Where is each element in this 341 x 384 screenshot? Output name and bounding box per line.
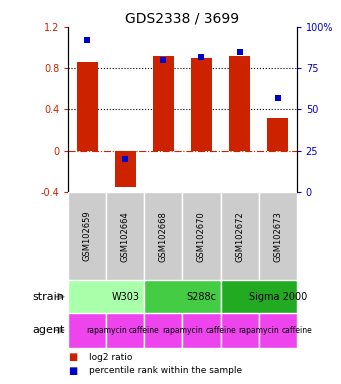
Title: GDS2338 / 3699: GDS2338 / 3699 — [125, 12, 239, 26]
Bar — [77, 63, 98, 151]
Text: GSM102670: GSM102670 — [197, 211, 206, 262]
Text: rapamycin: rapamycin — [162, 326, 203, 335]
Text: GSM102664: GSM102664 — [121, 211, 130, 262]
Text: strain: strain — [33, 291, 65, 302]
Text: ■: ■ — [68, 352, 77, 362]
Bar — [191, 58, 212, 151]
Bar — [258, 192, 297, 280]
Text: percentile rank within the sample: percentile rank within the sample — [89, 366, 242, 375]
Text: GSM102659: GSM102659 — [83, 211, 92, 262]
Bar — [144, 192, 182, 280]
Bar — [229, 56, 250, 151]
Bar — [144, 280, 221, 313]
Text: caffeine: caffeine — [205, 326, 236, 335]
Bar — [221, 192, 258, 280]
Text: rapamycin: rapamycin — [86, 326, 127, 335]
Bar — [144, 313, 182, 348]
Bar — [115, 151, 136, 187]
Bar — [182, 313, 221, 348]
Text: agent: agent — [32, 325, 65, 335]
Text: Sigma 2000: Sigma 2000 — [249, 291, 307, 302]
Bar — [221, 313, 258, 348]
Bar — [106, 192, 144, 280]
Bar — [267, 118, 288, 151]
Bar — [68, 280, 144, 313]
Bar — [221, 280, 297, 313]
Text: S288c: S288c — [187, 291, 217, 302]
Text: caffeine: caffeine — [281, 326, 312, 335]
Bar — [68, 192, 106, 280]
Text: W303: W303 — [111, 291, 139, 302]
Text: GSM102668: GSM102668 — [159, 211, 168, 262]
Text: ■: ■ — [68, 366, 77, 376]
Bar — [153, 56, 174, 151]
Bar — [258, 313, 297, 348]
Bar — [68, 313, 106, 348]
Bar — [182, 192, 221, 280]
Text: GSM102672: GSM102672 — [235, 211, 244, 262]
Text: log2 ratio: log2 ratio — [89, 353, 132, 362]
Text: GSM102673: GSM102673 — [273, 211, 282, 262]
Text: caffeine: caffeine — [129, 326, 160, 335]
Text: rapamycin: rapamycin — [238, 326, 279, 335]
Bar — [106, 313, 144, 348]
